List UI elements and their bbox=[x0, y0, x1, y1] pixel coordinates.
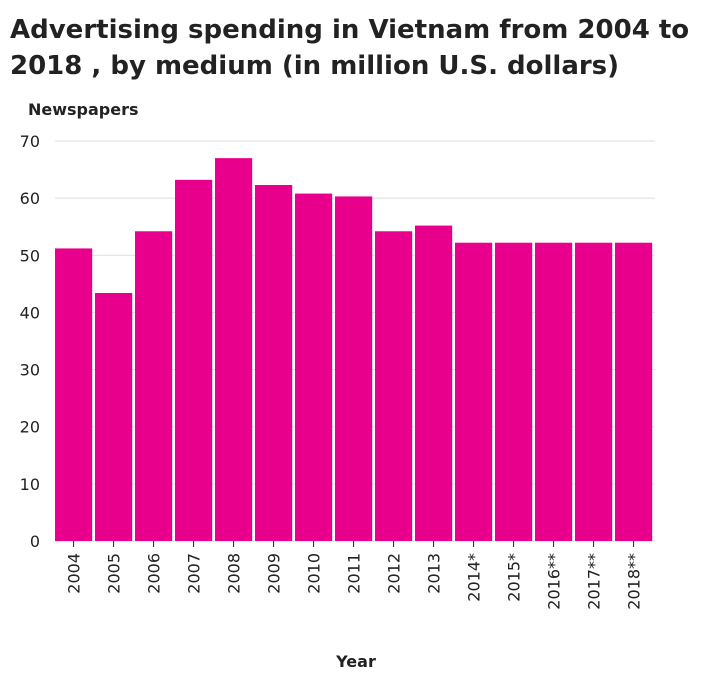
y-tick-label: 30 bbox=[20, 361, 40, 380]
x-tick-label: 2015* bbox=[505, 553, 524, 602]
x-tick-label: 2018** bbox=[625, 553, 644, 610]
y-tick-label: 10 bbox=[20, 475, 40, 494]
y-tick-label: 70 bbox=[20, 132, 40, 151]
x-tick-label: 2016** bbox=[545, 553, 564, 610]
y-tick-label: 40 bbox=[20, 303, 40, 322]
bar bbox=[575, 242, 613, 541]
y-axis-label: Newspapers bbox=[28, 100, 139, 119]
x-tick-label: 2005 bbox=[105, 553, 124, 594]
bar bbox=[455, 242, 493, 541]
x-tick-label: 2008 bbox=[225, 553, 244, 594]
bar bbox=[95, 293, 133, 541]
x-tick-label: 2007 bbox=[185, 553, 204, 594]
bar bbox=[55, 248, 93, 541]
x-axis-ticks: 2004 2005 2006 2007 2008 2009 2010 2011 2012 2013… bbox=[65, 541, 644, 610]
bar bbox=[255, 185, 293, 541]
chart-title: Advertising spending in Vietnam from 200… bbox=[10, 15, 690, 81]
x-tick-label: 2004 bbox=[65, 553, 84, 594]
x-tick-label: 2012 bbox=[385, 553, 404, 594]
bars bbox=[55, 158, 653, 542]
bar bbox=[215, 158, 253, 541]
x-tick-label: 2011 bbox=[345, 553, 364, 594]
x-axis-label: Year bbox=[335, 652, 376, 671]
bar bbox=[535, 242, 573, 541]
bar bbox=[415, 225, 453, 542]
x-tick-label: 2009 bbox=[265, 553, 284, 594]
bar bbox=[295, 193, 333, 542]
x-tick-label: 2013 bbox=[425, 553, 444, 594]
x-tick-label: 2010 bbox=[305, 553, 324, 594]
bar bbox=[135, 231, 173, 542]
y-tick-label: 20 bbox=[20, 418, 40, 437]
y-tick-label: 50 bbox=[20, 246, 40, 265]
bar bbox=[335, 196, 373, 541]
bar bbox=[375, 231, 413, 542]
bar bbox=[495, 242, 533, 541]
y-axis-ticks: 0 10 20 30 40 50 60 70 bbox=[20, 132, 40, 551]
x-tick-label: 2017** bbox=[585, 553, 604, 610]
bar bbox=[175, 179, 213, 541]
y-tick-label: 0 bbox=[30, 532, 40, 551]
y-tick-label: 60 bbox=[20, 189, 40, 208]
bar bbox=[615, 242, 653, 541]
x-tick-label: 2014* bbox=[465, 553, 484, 602]
x-tick-label: 2006 bbox=[145, 553, 164, 594]
